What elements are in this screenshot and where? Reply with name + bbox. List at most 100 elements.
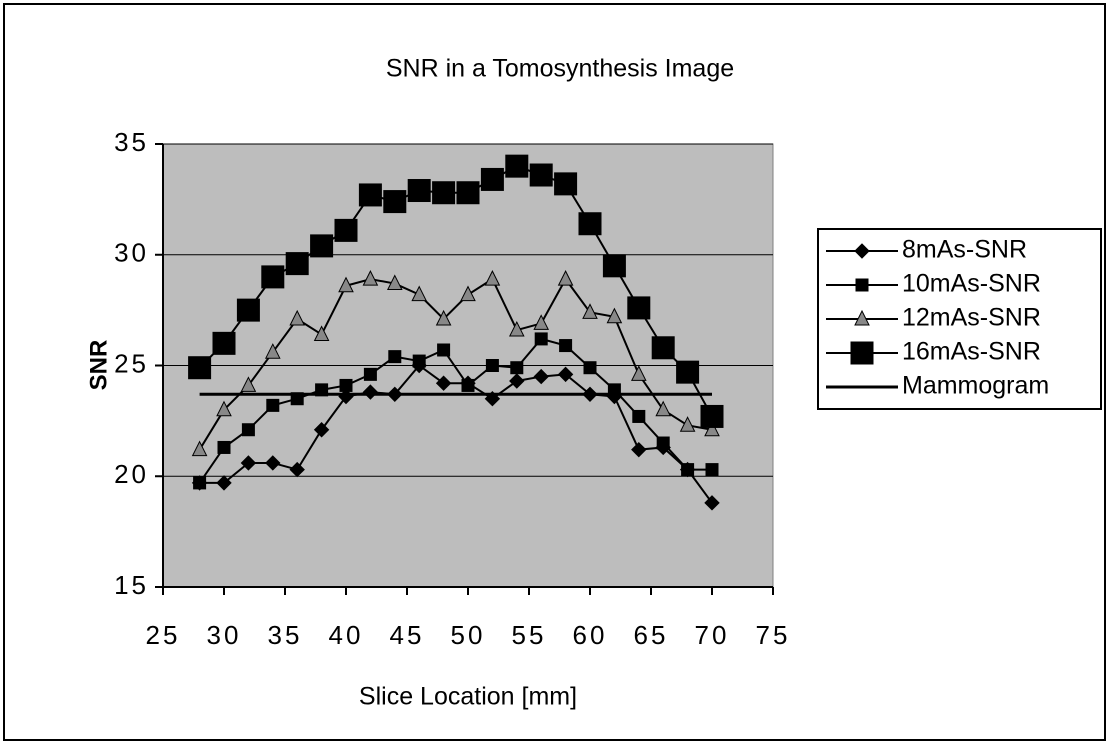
marker [460, 285, 476, 302]
marker [240, 455, 257, 471]
marker [217, 440, 231, 454]
marker [264, 343, 281, 359]
marker [676, 360, 700, 384]
marker [236, 298, 260, 322]
chart-title: SNR in a Tomosynthesis Image [386, 55, 734, 83]
marker [509, 373, 525, 389]
x-tick-label: 65 [634, 620, 669, 650]
marker [631, 441, 647, 458]
marker [533, 314, 550, 330]
legend-label: 16mAs-SNR [902, 338, 1041, 366]
marker [606, 307, 623, 324]
marker [533, 368, 549, 385]
marker [388, 350, 402, 364]
marker [310, 234, 334, 258]
marker [534, 332, 548, 346]
marker [461, 378, 475, 392]
marker [480, 167, 504, 191]
marker [435, 309, 452, 326]
y-axis-label: SNR [85, 340, 112, 391]
marker [212, 331, 236, 355]
legend-label: 10mAs-SNR [902, 270, 1041, 298]
marker [240, 376, 257, 392]
marker [289, 461, 305, 478]
marker [383, 190, 407, 214]
marker [855, 278, 869, 292]
series-line [198, 277, 713, 451]
x-tick-label: 45 [390, 620, 425, 650]
marker [285, 252, 309, 276]
y-tick-label: 15 [114, 570, 149, 600]
x-tick-label: 35 [268, 620, 303, 650]
marker [557, 269, 574, 286]
marker [437, 343, 451, 357]
marker [334, 218, 358, 242]
marker [358, 183, 382, 207]
x-tick-label: 30 [207, 620, 242, 650]
marker [484, 269, 501, 286]
x-tick-label: 60 [573, 620, 608, 650]
marker [363, 367, 377, 381]
marker [578, 212, 602, 236]
marker [508, 320, 525, 337]
marker [554, 172, 578, 196]
x-tick-label: 55 [512, 620, 547, 650]
marker [681, 463, 695, 477]
x-axis-label: Slice Location [mm] [359, 683, 577, 711]
marker [854, 243, 870, 259]
marker [632, 409, 646, 423]
marker [386, 274, 403, 291]
marker [485, 359, 499, 372]
marker [559, 339, 573, 353]
marker [583, 361, 597, 375]
y-tick-label: 20 [114, 459, 149, 489]
marker [655, 400, 672, 417]
marker [265, 455, 281, 471]
marker [557, 366, 574, 383]
marker [456, 181, 480, 205]
marker [411, 285, 428, 302]
marker [630, 365, 647, 381]
x-tick-label: 70 [695, 620, 730, 650]
marker [313, 422, 330, 438]
marker [241, 423, 255, 437]
marker [704, 495, 720, 511]
x-tick-label: 25 [146, 620, 181, 650]
marker [338, 276, 354, 293]
marker [651, 336, 675, 360]
marker [705, 463, 719, 477]
legend-label: 8mAs-SNR [902, 236, 1027, 264]
marker [339, 378, 353, 392]
marker [505, 154, 529, 178]
marker [289, 309, 306, 326]
series-line [199, 364, 713, 504]
marker [435, 375, 452, 391]
y-tick-label: 35 [114, 127, 149, 157]
marker [602, 254, 626, 278]
marker [266, 398, 280, 412]
marker [313, 325, 330, 341]
legend-label: 12mAs-SNR [902, 304, 1041, 332]
marker [216, 400, 232, 417]
marker [510, 361, 524, 375]
marker [191, 440, 208, 457]
marker [407, 179, 431, 203]
marker [529, 163, 553, 187]
series-line [198, 165, 713, 417]
marker [656, 436, 670, 450]
legend-label: Mammogram [902, 372, 1049, 400]
marker [188, 356, 212, 380]
marker [261, 265, 285, 289]
x-tick-label: 50 [451, 620, 486, 650]
y-tick-label: 30 [114, 238, 149, 268]
marker [193, 476, 207, 490]
marker [412, 354, 426, 368]
marker [582, 303, 598, 319]
marker [627, 296, 651, 320]
marker [850, 341, 874, 365]
marker [362, 269, 379, 286]
marker [216, 475, 232, 491]
y-tick-label: 25 [114, 348, 149, 378]
marker [432, 181, 456, 205]
